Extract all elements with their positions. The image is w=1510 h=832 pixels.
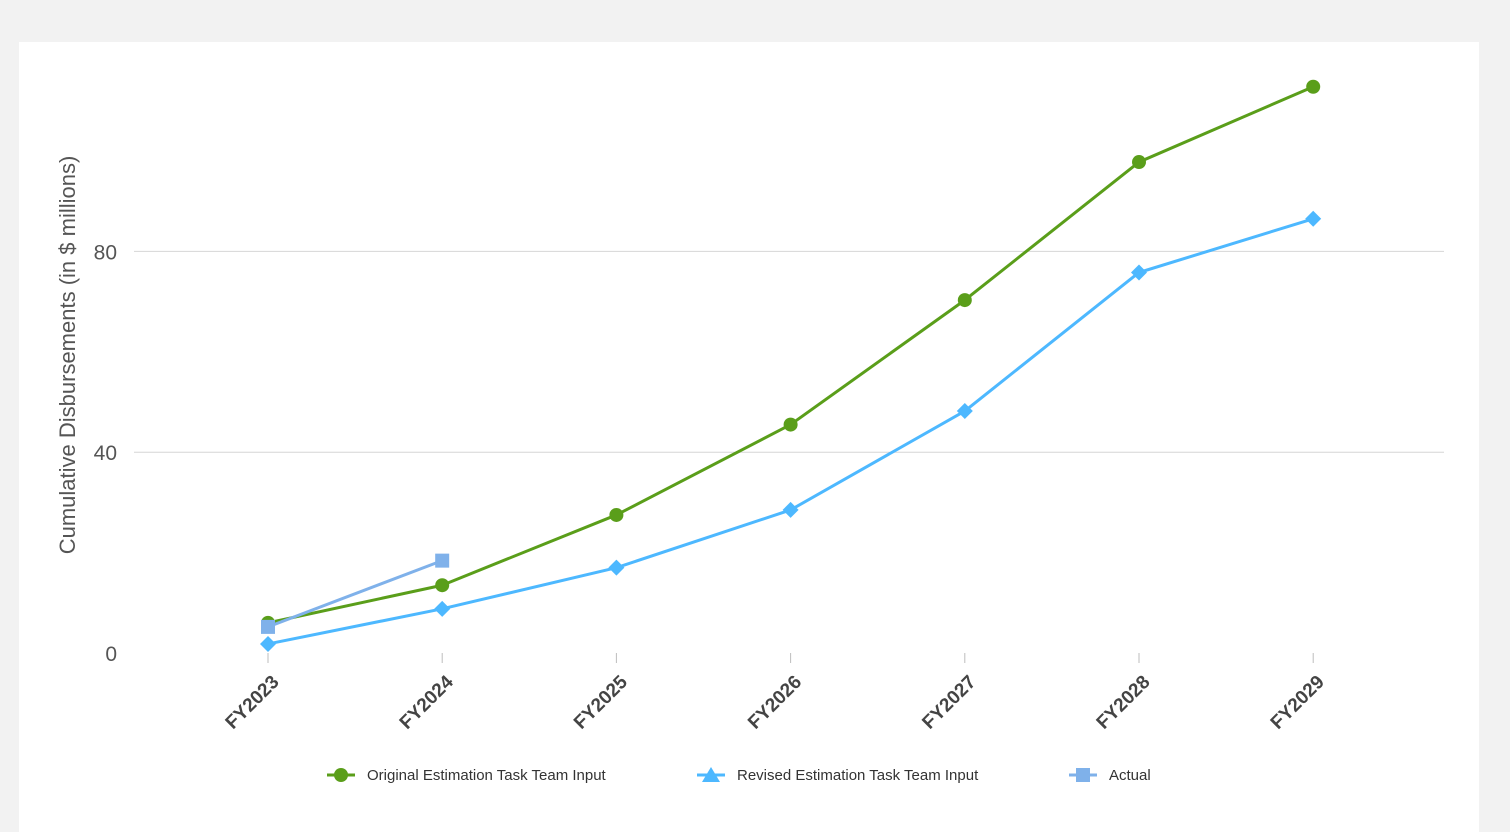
legend-label: Original Estimation Task Team Input bbox=[367, 767, 607, 784]
legend-item-1[interactable]: Revised Estimation Task Team Input bbox=[697, 767, 979, 784]
y-tick-label: 40 bbox=[94, 442, 117, 465]
chart-card: 0 40 80 FY2023 FY2024 FY2025 FY2026 FY2027 FY20… bbox=[19, 42, 1479, 832]
x-tick-label: FY2024 bbox=[396, 671, 458, 733]
legend-item-2[interactable]: Actual bbox=[1069, 767, 1151, 784]
data-point bbox=[956, 403, 973, 420]
series-layer bbox=[260, 79, 1322, 652]
data-point bbox=[1305, 210, 1322, 227]
x-tick-label: FY2025 bbox=[570, 671, 632, 733]
y-axis-title: Cumulative Disbursements (in $ millions) bbox=[55, 156, 80, 555]
y-tick-label: 80 bbox=[94, 241, 117, 264]
x-tick-label: FY2026 bbox=[744, 672, 806, 734]
data-point bbox=[435, 553, 450, 568]
legend-label: Revised Estimation Task Team Input bbox=[737, 767, 979, 784]
legend: Original Estimation Task Team Input Revis… bbox=[327, 767, 1151, 784]
series-0 bbox=[261, 79, 1321, 630]
x-tick-label: FY2029 bbox=[1267, 672, 1329, 734]
x-tick-label: FY2027 bbox=[918, 672, 980, 734]
data-point bbox=[261, 619, 275, 634]
x-tick-label: FY2023 bbox=[222, 672, 284, 734]
x-axis-ticks: FY2023 FY2024 FY2025 FY2026 FY2027 FY2028 FY20… bbox=[222, 653, 1329, 734]
grid-lines bbox=[134, 250, 1444, 453]
legend-label: Actual bbox=[1109, 767, 1151, 784]
data-point bbox=[434, 600, 451, 617]
data-point bbox=[1131, 264, 1147, 281]
data-point bbox=[957, 293, 972, 308]
legend-marker bbox=[1076, 768, 1090, 782]
data-point bbox=[1132, 155, 1146, 170]
series-line bbox=[267, 85, 1314, 625]
y-tick-label: 0 bbox=[105, 643, 117, 666]
data-point bbox=[609, 507, 624, 522]
x-tick-label: FY2028 bbox=[1093, 672, 1155, 734]
data-point bbox=[1306, 79, 1321, 94]
y-axis-ticks: 0 40 80 bbox=[94, 241, 117, 666]
data-point bbox=[435, 578, 450, 593]
series-1 bbox=[260, 210, 1322, 652]
data-point bbox=[783, 417, 798, 432]
legend-marker bbox=[334, 768, 348, 782]
data-point bbox=[260, 635, 276, 652]
legend-item-0[interactable]: Original Estimation Task Team Input bbox=[327, 767, 607, 784]
data-point bbox=[782, 501, 799, 518]
data-point bbox=[608, 559, 625, 576]
series-line bbox=[267, 559, 443, 629]
legend-marker bbox=[702, 767, 720, 782]
series-2 bbox=[261, 553, 450, 634]
